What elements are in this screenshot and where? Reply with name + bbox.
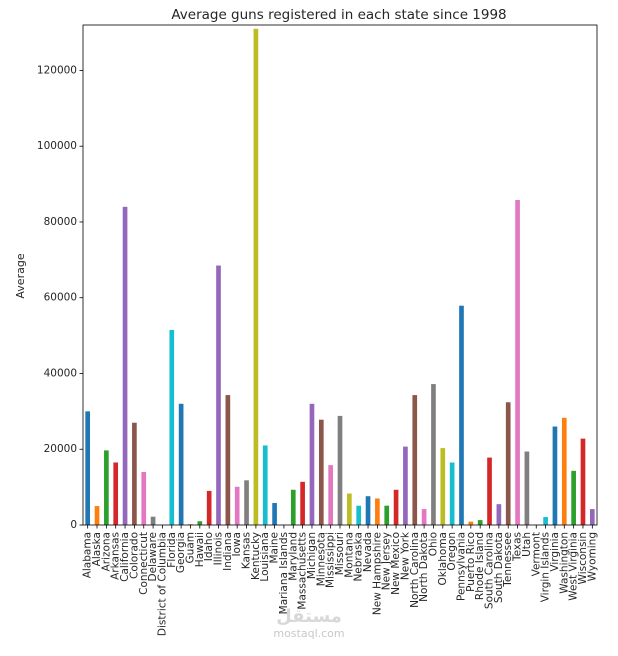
bar-colorado <box>132 423 137 525</box>
bar-maryland <box>291 490 296 525</box>
bar-idaho <box>207 491 212 525</box>
bar-north-dakota <box>422 509 427 525</box>
bar-new-mexico <box>394 490 399 525</box>
y-tick-label: 20000 <box>44 443 77 455</box>
bar-oklahoma <box>440 448 445 525</box>
y-tick-label: 0 <box>70 519 77 531</box>
y-tick-label: 120000 <box>37 64 77 76</box>
bar-oregon <box>450 463 455 526</box>
bar-south-dakota <box>497 504 502 525</box>
bar-kansas <box>244 480 249 525</box>
bar-missouri <box>338 416 343 525</box>
bar-wyoming <box>590 509 595 525</box>
bar-mississippi <box>328 465 333 525</box>
bar-nevada <box>366 496 371 525</box>
bar-connecticut <box>141 472 146 525</box>
bar-maine <box>272 503 277 525</box>
bar-south-carolina <box>487 458 492 525</box>
y-axis-label: Average <box>14 253 27 298</box>
bar-massachusetts <box>300 482 305 525</box>
bar-alaska <box>95 506 100 525</box>
bar-new-hampshire <box>375 498 380 525</box>
bar-new-york <box>403 447 408 525</box>
bar-washington <box>562 418 567 525</box>
bar-montana <box>347 494 352 525</box>
bar-delaware <box>151 517 156 525</box>
bar-puerto-rico <box>469 522 474 525</box>
bar-illinois <box>216 266 221 525</box>
bar-arkansas <box>113 463 118 526</box>
y-tick-label: 100000 <box>37 140 77 152</box>
bar-louisiana <box>263 445 268 525</box>
bar-kentucky <box>254 29 259 525</box>
bar-ohio <box>431 384 436 525</box>
bar-texas <box>515 200 520 525</box>
y-tick-label: 60000 <box>44 292 77 304</box>
bar-georgia <box>179 404 184 525</box>
y-tick-label: 40000 <box>44 367 77 379</box>
chart-title: Average guns registered in each state si… <box>171 7 506 23</box>
bar-west-virginia <box>571 471 576 525</box>
bar-pennsylvania <box>459 306 464 525</box>
bar-hawaii <box>197 521 202 525</box>
bar-iowa <box>235 487 240 525</box>
bar-florida <box>169 330 174 525</box>
bar-rhode-island <box>478 520 483 525</box>
bar-wisconsin <box>581 439 586 525</box>
bar-arizona <box>104 450 109 525</box>
bar-new-jersey <box>384 506 389 525</box>
bar-virgin-islands <box>543 517 548 525</box>
bar-michigan <box>310 404 315 525</box>
watermark-url: mostaql.com <box>273 627 344 640</box>
bar-north-carolina <box>412 395 417 525</box>
bar-virginia <box>553 427 558 525</box>
bar-california <box>123 207 128 525</box>
bar-tennessee <box>506 402 511 525</box>
watermark: مستقل mostaql.com <box>273 606 344 640</box>
bar-indiana <box>226 395 231 525</box>
bar-minnesota <box>319 420 324 525</box>
bar-alabama <box>85 411 90 525</box>
watermark-logo-text: مستقل <box>276 606 342 627</box>
y-tick-label: 80000 <box>44 216 77 228</box>
bar-utah <box>525 452 530 525</box>
x-tick-label: Wyoming <box>586 532 598 581</box>
bar-nebraska <box>356 506 361 525</box>
